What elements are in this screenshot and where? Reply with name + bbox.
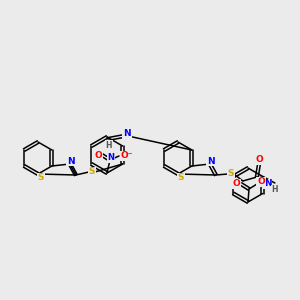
Text: O: O: [232, 179, 240, 188]
Text: N: N: [264, 179, 272, 188]
Text: N: N: [107, 154, 115, 163]
Text: H: H: [272, 185, 278, 194]
Text: H: H: [106, 140, 112, 149]
Text: S: S: [38, 173, 44, 182]
Text: N: N: [207, 157, 215, 166]
Text: S: S: [228, 169, 234, 178]
Text: O: O: [257, 178, 265, 187]
Text: N: N: [67, 157, 75, 166]
Text: S: S: [88, 167, 95, 176]
Text: S: S: [178, 173, 184, 182]
Text: O: O: [94, 151, 102, 160]
Text: O: O: [256, 155, 264, 164]
Text: N: N: [123, 130, 131, 139]
Text: O⁻: O⁻: [121, 152, 133, 160]
